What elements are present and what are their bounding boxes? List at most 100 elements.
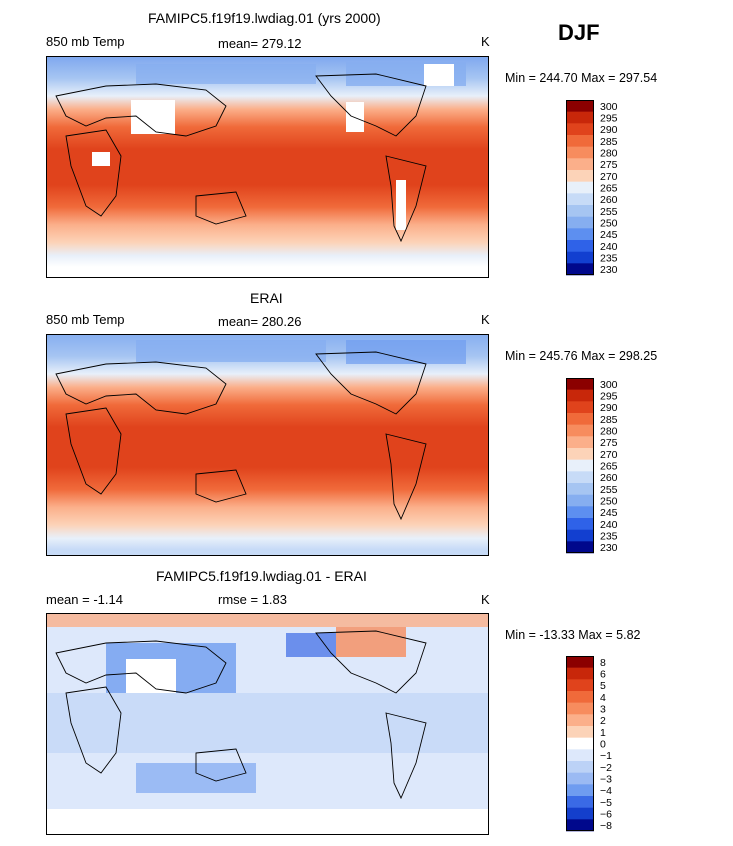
panel-3-antarctic-mask — [46, 809, 489, 835]
colorbar-swatch — [566, 506, 594, 519]
colorbar-tick-label: 2 — [600, 715, 606, 727]
panel-3-rmse: rmse = 1.83 — [218, 592, 288, 607]
season-label: DJF — [558, 20, 600, 45]
panel-3-coast-north-america — [315, 630, 427, 694]
colorbar-frame — [566, 378, 594, 553]
panel-1-cold-band — [136, 64, 316, 84]
colorbar-tick-label: 300 — [600, 101, 618, 113]
colorbar-tick-label: 6 — [600, 669, 606, 681]
colorbar-swatch — [566, 135, 594, 147]
panel-2-units: K — [481, 312, 490, 327]
colorbar-swatch — [566, 541, 594, 554]
colorbar-swatch — [566, 193, 594, 206]
colorbar-swatch — [566, 807, 594, 820]
panel-1-mean: mean= 279.12 — [218, 36, 302, 51]
panel-1-africa-mask — [92, 152, 110, 166]
colorbar-tick-label: 5 — [600, 680, 606, 692]
panel-3-units: K — [481, 592, 490, 607]
colorbar-swatch — [566, 378, 594, 390]
colorbar-swatch — [566, 424, 594, 437]
colorbar-tick-label: 0 — [600, 739, 606, 751]
panel-2-coast-north-america — [315, 351, 427, 415]
colorbar-tick-label: 290 — [600, 402, 618, 414]
colorbar-tick-label: −1 — [600, 750, 612, 762]
colorbar-frame — [566, 656, 594, 831]
panel-1-rockies-mask — [346, 102, 364, 132]
colorbar-swatch — [566, 181, 594, 194]
colorbar-tick-label: 280 — [600, 148, 618, 160]
colorbar-tick-label: 255 — [600, 206, 618, 218]
colorbar-tick-label: 250 — [600, 218, 618, 230]
panel-2-coast-south-america — [385, 433, 427, 521]
panel-3-coast-eurasia — [55, 640, 227, 694]
colorbar-tick-label: 270 — [600, 171, 618, 183]
panel-1-coast-australia — [195, 191, 247, 225]
panel-3-title: FAMIPC5.f19f19.lwdiag.01 - ERAI — [156, 568, 367, 584]
colorbar-swatch — [566, 656, 594, 668]
colorbar-tick-label: 255 — [600, 484, 618, 496]
panel-1-coast-eurasia — [55, 83, 227, 137]
colorbar-swatch — [566, 691, 594, 703]
colorbar-swatch — [566, 448, 594, 460]
colorbar-tick-label: 230 — [600, 264, 618, 276]
colorbar-tick-label: −8 — [600, 820, 612, 832]
panel-3-coast-africa — [65, 686, 122, 774]
colorbar-swatch — [566, 205, 594, 217]
colorbar-swatch — [566, 483, 594, 495]
colorbar-swatch — [566, 749, 594, 762]
panel-1-coast-north-america — [315, 73, 427, 137]
panel-1-minmax: Min = 244.70 Max = 297.54 — [505, 71, 658, 85]
colorbar-tick-label: 250 — [600, 496, 618, 508]
panel-3-map — [46, 613, 489, 835]
colorbar-tick-label: 1 — [600, 727, 606, 739]
colorbar-swatch — [566, 714, 594, 727]
panel-2-map — [46, 334, 489, 556]
colorbar-swatch — [566, 216, 594, 229]
colorbar-swatch — [566, 726, 594, 738]
panel-1-frame — [46, 56, 489, 278]
colorbar-swatch — [566, 436, 594, 449]
panel-2-field — [46, 334, 489, 556]
panel-3-frame — [46, 613, 489, 835]
colorbar-tick-label: 235 — [600, 253, 618, 265]
colorbar-swatch — [566, 263, 594, 276]
colorbar-swatch — [566, 679, 594, 692]
colorbar-swatch — [566, 158, 594, 171]
colorbar-tick-label: −5 — [600, 797, 612, 809]
colorbar-tick-label: 260 — [600, 472, 618, 484]
panel-2-coast-australia — [195, 469, 247, 503]
panel-3-mean: mean = -1.14 — [46, 592, 123, 607]
panel-1-units: K — [481, 34, 490, 49]
colorbar-tick-label: 4 — [600, 692, 606, 704]
colorbar-frame — [566, 100, 594, 275]
colorbar-swatch — [566, 667, 594, 680]
panel-2-variable: 850 mb Temp — [46, 312, 125, 327]
colorbar-swatch — [566, 737, 594, 750]
colorbar-tick-label: 245 — [600, 507, 618, 519]
panel-2-frame — [46, 334, 489, 556]
colorbar-swatch — [566, 251, 594, 264]
colorbar-tick-label: 260 — [600, 194, 618, 206]
colorbar-swatch — [566, 123, 594, 136]
colorbar-tick-label: 265 — [600, 183, 618, 195]
colorbar-swatch — [566, 401, 594, 414]
colorbar-swatch — [566, 100, 594, 112]
colorbar-tick-label: 8 — [600, 657, 606, 669]
colorbar-tick-label: 275 — [600, 437, 618, 449]
colorbar-tick-label: −3 — [600, 774, 612, 786]
colorbar-tick-label: 300 — [600, 379, 618, 391]
panel-2-colorbar: 3002952902852802752702652602552502452402… — [566, 378, 618, 554]
panel-1-title: FAMIPC5.f19f19.lwdiag.01 (yrs 2000) — [148, 10, 381, 26]
panel-3-warm-arctic — [46, 613, 489, 627]
panel-2-title: ERAI — [250, 290, 283, 306]
colorbar-swatch — [566, 146, 594, 159]
colorbar-tick-label: 295 — [600, 113, 618, 125]
colorbar-swatch — [566, 702, 594, 715]
colorbar-tick-label: 290 — [600, 124, 618, 136]
colorbar-tick-label: 265 — [600, 461, 618, 473]
colorbar-swatch — [566, 170, 594, 182]
colorbar-tick-label: 275 — [600, 159, 618, 171]
colorbar-tick-label: 285 — [600, 136, 618, 148]
colorbar-swatch — [566, 494, 594, 507]
panel-2-coast-eurasia — [55, 361, 227, 415]
